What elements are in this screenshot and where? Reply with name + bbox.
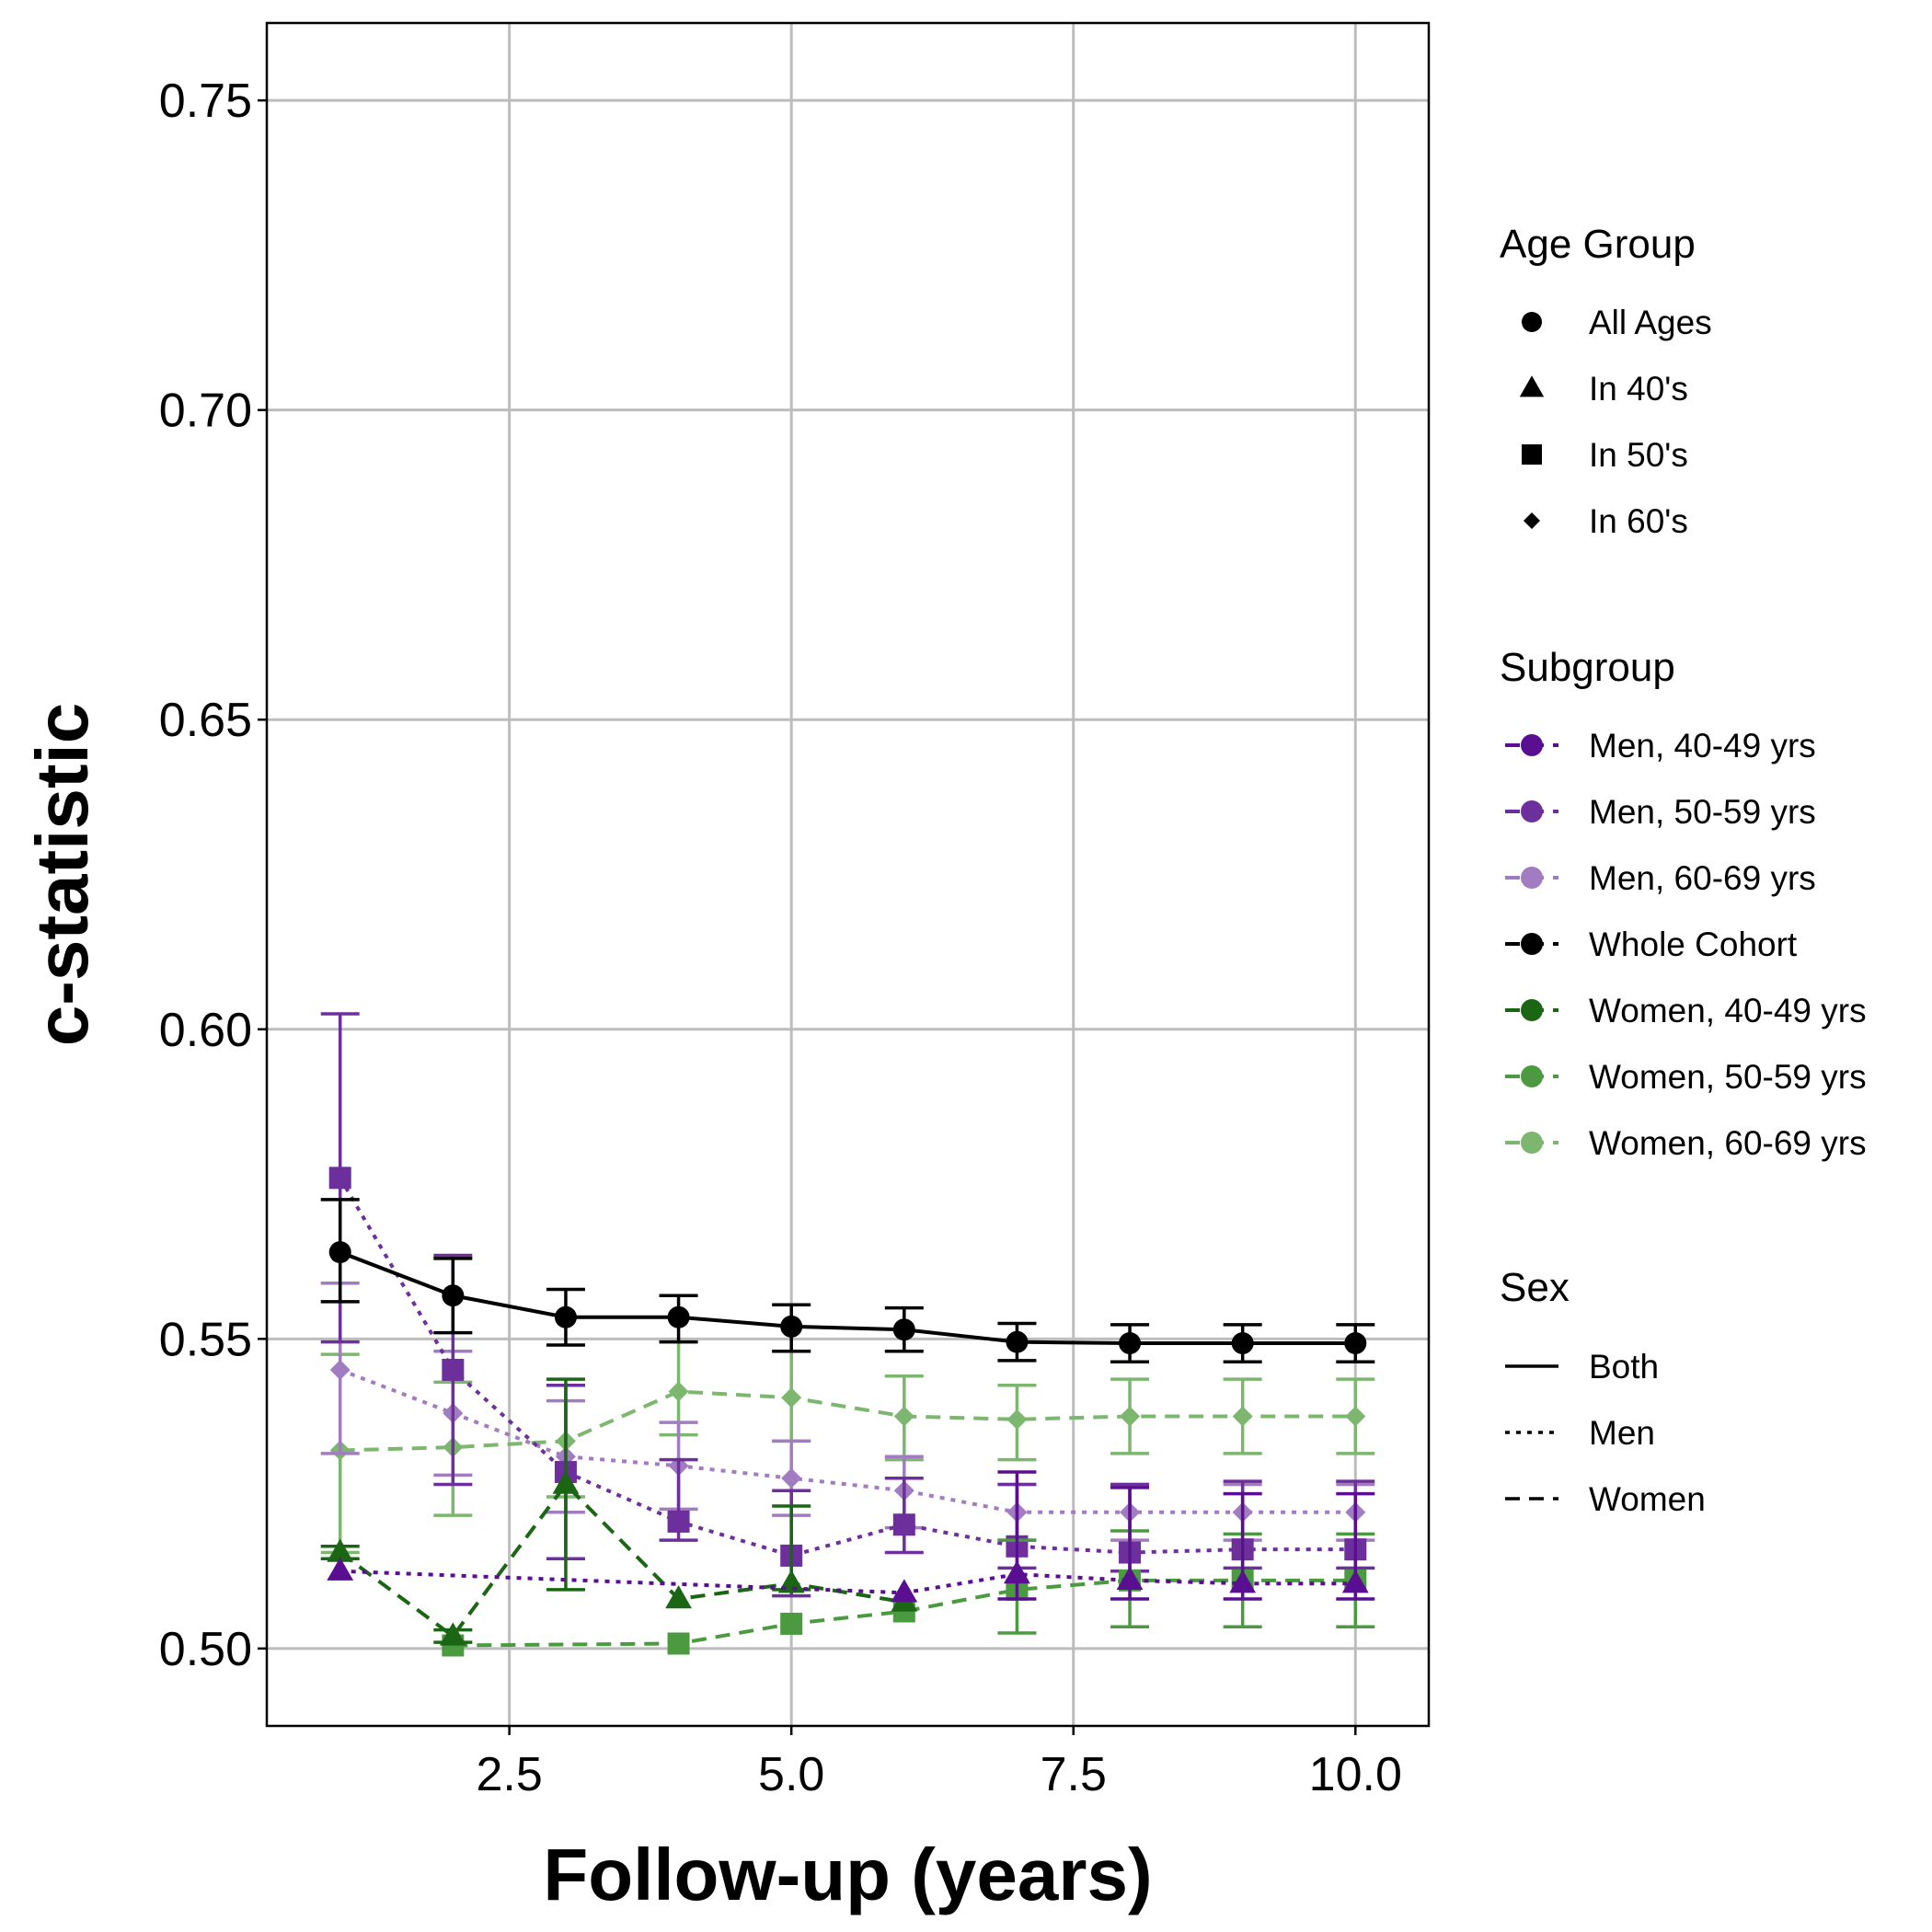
legend-key-circle	[1522, 312, 1542, 332]
data-point	[1004, 1560, 1030, 1584]
x-axis-title: Follow-up (years)	[543, 1834, 1152, 1915]
legend-age-group: Age Group All Ages In 40's In 50's In 60's	[1500, 222, 1712, 540]
data-point	[893, 1406, 914, 1427]
x-tick-label-3: 10.0	[1309, 1748, 1402, 1801]
data-point	[327, 1557, 354, 1581]
legend-key-dot	[1521, 734, 1543, 756]
legend-entry-label: Both	[1589, 1348, 1659, 1386]
legend-entry-label: Men, 50-59 yrs	[1589, 793, 1816, 831]
legend-entry-label: Women	[1589, 1480, 1706, 1518]
data-point	[667, 1510, 690, 1533]
series-whole-cohort	[320, 1198, 1375, 1363]
data-point	[1006, 1330, 1029, 1353]
data-point	[891, 1579, 918, 1603]
axis-ticks: 2.5 5.0 7.5 10.0 0.50 0.55 0.60 0.65 0.70 0.75	[159, 75, 1402, 1801]
series-women-40-49-yrs	[320, 1377, 918, 1646]
y-tick-label-3: 0.65	[159, 694, 252, 747]
legend-entry-label: Men, 40-49 yrs	[1589, 727, 1816, 765]
data-point	[554, 1305, 577, 1328]
legend-entry-label: In 40's	[1589, 370, 1688, 408]
legend-key-dot	[1521, 1065, 1543, 1087]
series-line	[453, 1578, 1356, 1648]
x-tick-label-2: 7.5	[1041, 1748, 1107, 1801]
data-point	[328, 1241, 351, 1264]
legend-subgroup: Subgroup Men, 40-49 yrs Men, 50-59 yrs Men,…	[1500, 645, 1867, 1162]
data-point	[780, 1315, 803, 1338]
y-tick-label-2: 0.60	[159, 1004, 252, 1057]
x-tick-label-1: 5.0	[758, 1748, 824, 1801]
legend-entry-label: Whole Cohort	[1589, 926, 1798, 963]
data-point	[667, 1305, 690, 1328]
legend-key-dot	[1521, 800, 1543, 822]
data-point	[442, 1284, 465, 1307]
data-point	[780, 1612, 803, 1635]
series-men-60-69-yrs	[320, 1281, 1375, 1542]
legend-title: Subgroup	[1500, 645, 1675, 690]
data-point	[552, 1470, 580, 1494]
series-men-40-49-yrs	[327, 1470, 1375, 1603]
data-point	[327, 1538, 354, 1562]
series-women-60-69-yrs	[320, 1340, 1375, 1555]
data-point	[329, 1359, 351, 1380]
y-tick-label-0: 0.50	[159, 1623, 252, 1676]
y-tick-label-1: 0.55	[159, 1313, 252, 1366]
legend-key-triangle	[1519, 375, 1545, 397]
legend-title: Age Group	[1500, 222, 1696, 267]
series-line	[339, 1368, 1356, 1514]
legend-entry-label: All Ages	[1589, 304, 1712, 341]
grid-lines	[267, 23, 1429, 1726]
legend-key-square	[1522, 444, 1542, 465]
data-point	[1006, 1409, 1028, 1430]
series-line	[339, 1389, 1356, 1453]
legend-key-diamond	[1524, 512, 1540, 529]
data-point	[665, 1585, 692, 1609]
y-tick-label-4: 0.70	[159, 385, 252, 438]
legend-entry-label: Women, 40-49 yrs	[1589, 992, 1867, 1029]
legend-sex: Sex Both Men Women	[1500, 1265, 1706, 1518]
data-point	[1116, 1566, 1144, 1591]
legends: Age Group All Ages In 40's In 50's In 60's Su…	[1500, 222, 1867, 1518]
series-line	[339, 1569, 1356, 1595]
series-line	[339, 1250, 1356, 1346]
legend-entry-label: In 50's	[1589, 436, 1688, 474]
data-point	[668, 1381, 689, 1402]
data-point	[1232, 1406, 1253, 1427]
data-point	[1120, 1406, 1141, 1427]
legend-entry-label: Women, 50-59 yrs	[1589, 1058, 1867, 1096]
data-point	[892, 1513, 915, 1536]
data-point	[442, 1358, 465, 1381]
legend-key-dot	[1521, 867, 1543, 889]
data-point	[1231, 1332, 1254, 1355]
data-point	[328, 1167, 351, 1190]
legend-entry-label: In 60's	[1589, 502, 1688, 540]
data-point	[439, 1622, 466, 1646]
legend-key-dot	[1521, 1132, 1543, 1154]
data-point	[667, 1632, 690, 1655]
series-line	[339, 1481, 905, 1639]
series-line	[338, 1177, 1356, 1558]
legend-key-dot	[1521, 933, 1543, 955]
y-tick-label-5: 0.75	[159, 75, 252, 128]
series-men-50-59-yrs	[320, 1012, 1375, 1598]
data-point	[1229, 1570, 1257, 1593]
legend-entry-label: Men	[1589, 1414, 1655, 1452]
data-point	[892, 1318, 915, 1341]
data-point	[1345, 1406, 1366, 1427]
y-axis-title: c-statistic	[21, 703, 103, 1046]
data-point	[781, 1387, 802, 1409]
legend-entry-label: Women, 60-69 yrs	[1589, 1124, 1867, 1162]
legend-key-dot	[1521, 999, 1543, 1021]
plot-panel-border	[265, 21, 1431, 1728]
series-layer	[320, 1012, 1375, 1657]
data-point	[1344, 1332, 1367, 1355]
legend-entry-label: Men, 60-69 yrs	[1589, 859, 1816, 897]
legend-title: Sex	[1500, 1265, 1570, 1310]
data-point	[781, 1467, 802, 1489]
x-tick-label-0: 2.5	[476, 1748, 542, 1801]
data-point	[1119, 1332, 1142, 1355]
data-point	[1341, 1570, 1369, 1593]
